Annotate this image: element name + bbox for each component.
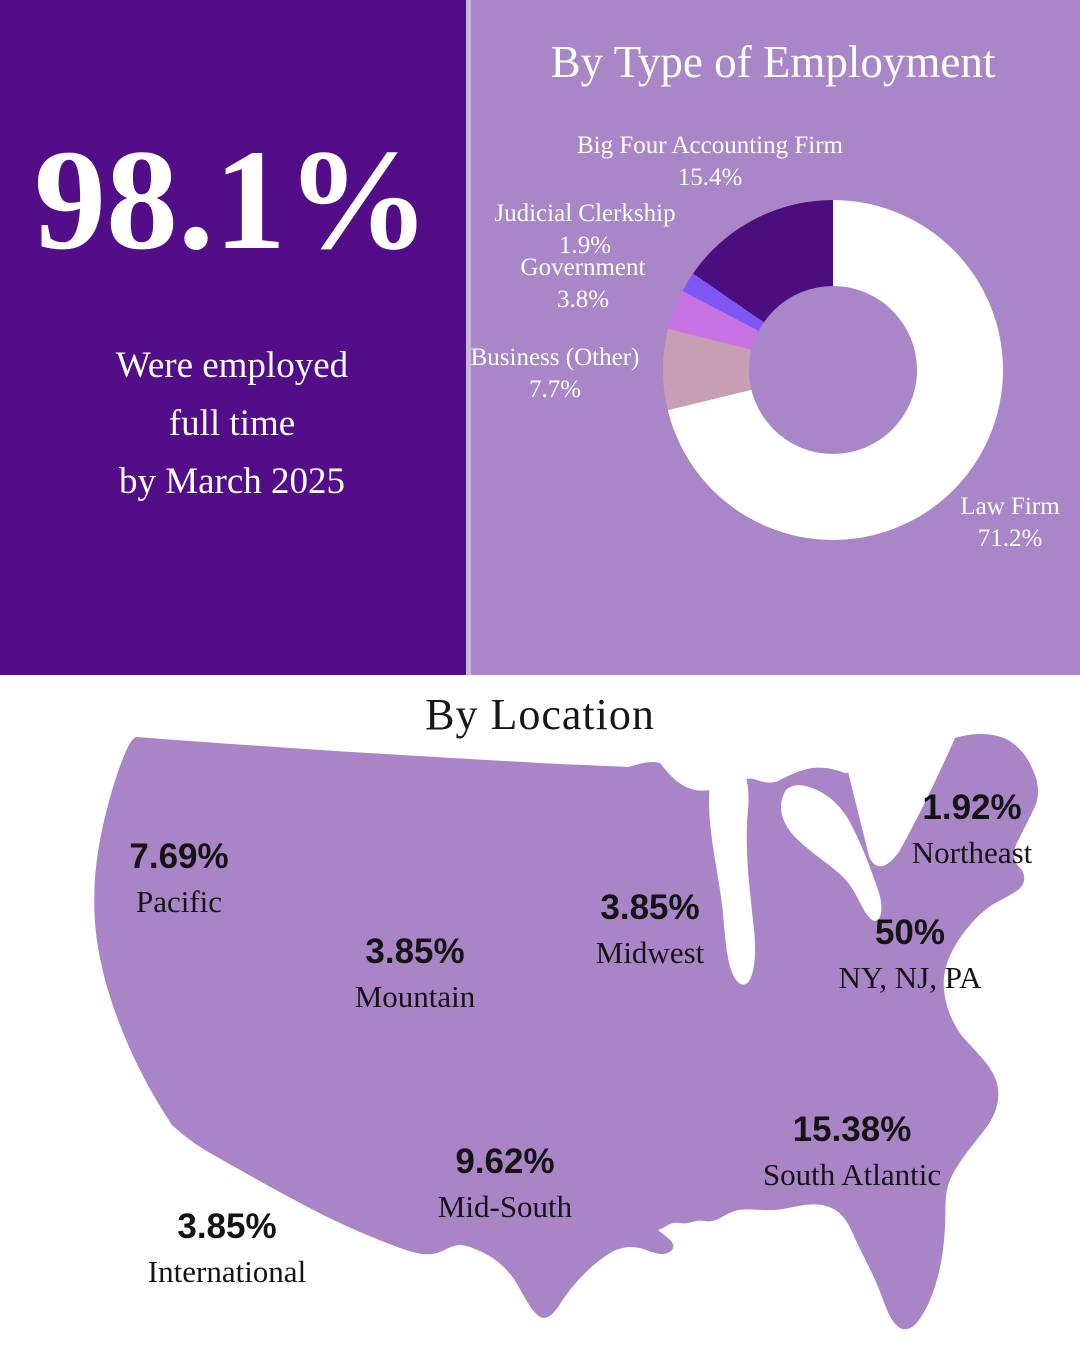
donut-label-law-firm-name: Law Firm	[960, 493, 1060, 520]
donut-label-big-four-value: 15.4%	[677, 164, 743, 191]
region-mountain-value: 3.85%	[365, 932, 465, 971]
donut-label-big-four: Big Four Accounting Firm 15.4%	[577, 130, 843, 194]
region-pacific-value: 7.69%	[129, 837, 229, 876]
donut-label-business: Business (Other) 7.7%	[471, 342, 640, 406]
region-mid-south-name: Mid-South	[437, 1189, 573, 1224]
region-south-atlantic-value: 15.38%	[792, 1110, 912, 1149]
location-map-title: By Location	[425, 690, 655, 739]
region-label-midwest: 3.85% Midwest	[596, 885, 705, 975]
employment-chart-title: By Type of Employment	[550, 37, 996, 87]
region-label-northeast: 1.92% Northeast	[912, 785, 1033, 875]
region-pacific-name: Pacific	[135, 884, 223, 919]
region-international-name: International	[147, 1254, 307, 1289]
headline-caption-line1: Were employed	[115, 345, 349, 386]
headline-caption-line3: by March 2025	[118, 461, 346, 502]
lake-huron	[781, 785, 882, 921]
lake-michigan	[709, 759, 756, 985]
region-label-pacific: 7.69% Pacific	[129, 834, 228, 924]
region-label-international: 3.85% International	[148, 1204, 306, 1294]
region-international-value: 3.85%	[177, 1207, 277, 1246]
donut-label-business-value: 7.7%	[528, 376, 582, 403]
donut-label-government-value: 3.8%	[556, 286, 610, 313]
donut-label-law-firm-value: 71.2%	[977, 525, 1043, 552]
region-label-mountain: 3.85% Mountain	[355, 929, 476, 1019]
donut-label-government-name: Government	[520, 254, 646, 281]
region-label-ny-nj-pa: 50% NY, NJ, PA	[838, 910, 981, 1000]
region-mid-south-value: 9.62%	[455, 1142, 555, 1181]
panel-divider	[466, 0, 471, 675]
region-mountain-name: Mountain	[354, 979, 476, 1014]
region-northeast-value: 1.92%	[922, 788, 1022, 827]
region-label-south-atlantic: 15.38% South Atlantic	[763, 1107, 941, 1197]
headline-stat: 98.1%	[34, 121, 430, 280]
donut-label-judicial-value: 1.9%	[558, 232, 612, 259]
donut-label-judicial-name: Judicial Clerkship	[494, 200, 676, 227]
donut-label-judicial: Judicial Clerkship 1.9%	[494, 198, 675, 262]
region-northeast-name: Northeast	[911, 835, 1033, 870]
usa-map	[94, 715, 1039, 1330]
region-midwest-name: Midwest	[595, 935, 705, 970]
donut-hole	[749, 286, 917, 454]
donut-label-big-four-name: Big Four Accounting Firm	[577, 132, 843, 159]
region-midwest-value: 3.85%	[600, 888, 700, 927]
headline-caption: Were employed full time by March 2025	[116, 337, 348, 511]
donut-label-business-name: Business (Other)	[470, 344, 640, 371]
st-lawrence-inlet	[844, 715, 965, 867]
headline-caption-line2: full time	[168, 403, 296, 444]
employment-stat-panel: 98.1% Were employed full time by March 2…	[0, 0, 466, 675]
region-label-mid-south: 9.62% Mid-South	[438, 1139, 572, 1229]
region-ny-nj-pa-value: 50%	[874, 913, 946, 952]
usa-map-outline	[94, 734, 1039, 1330]
region-south-atlantic-name: South Atlantic	[762, 1157, 942, 1192]
donut-label-law-firm: Law Firm 71.2%	[960, 491, 1059, 555]
employment-donut-chart	[663, 200, 1003, 540]
donut-label-government: Government 3.8%	[521, 252, 646, 316]
region-ny-nj-pa-name: NY, NJ, PA	[838, 960, 982, 995]
